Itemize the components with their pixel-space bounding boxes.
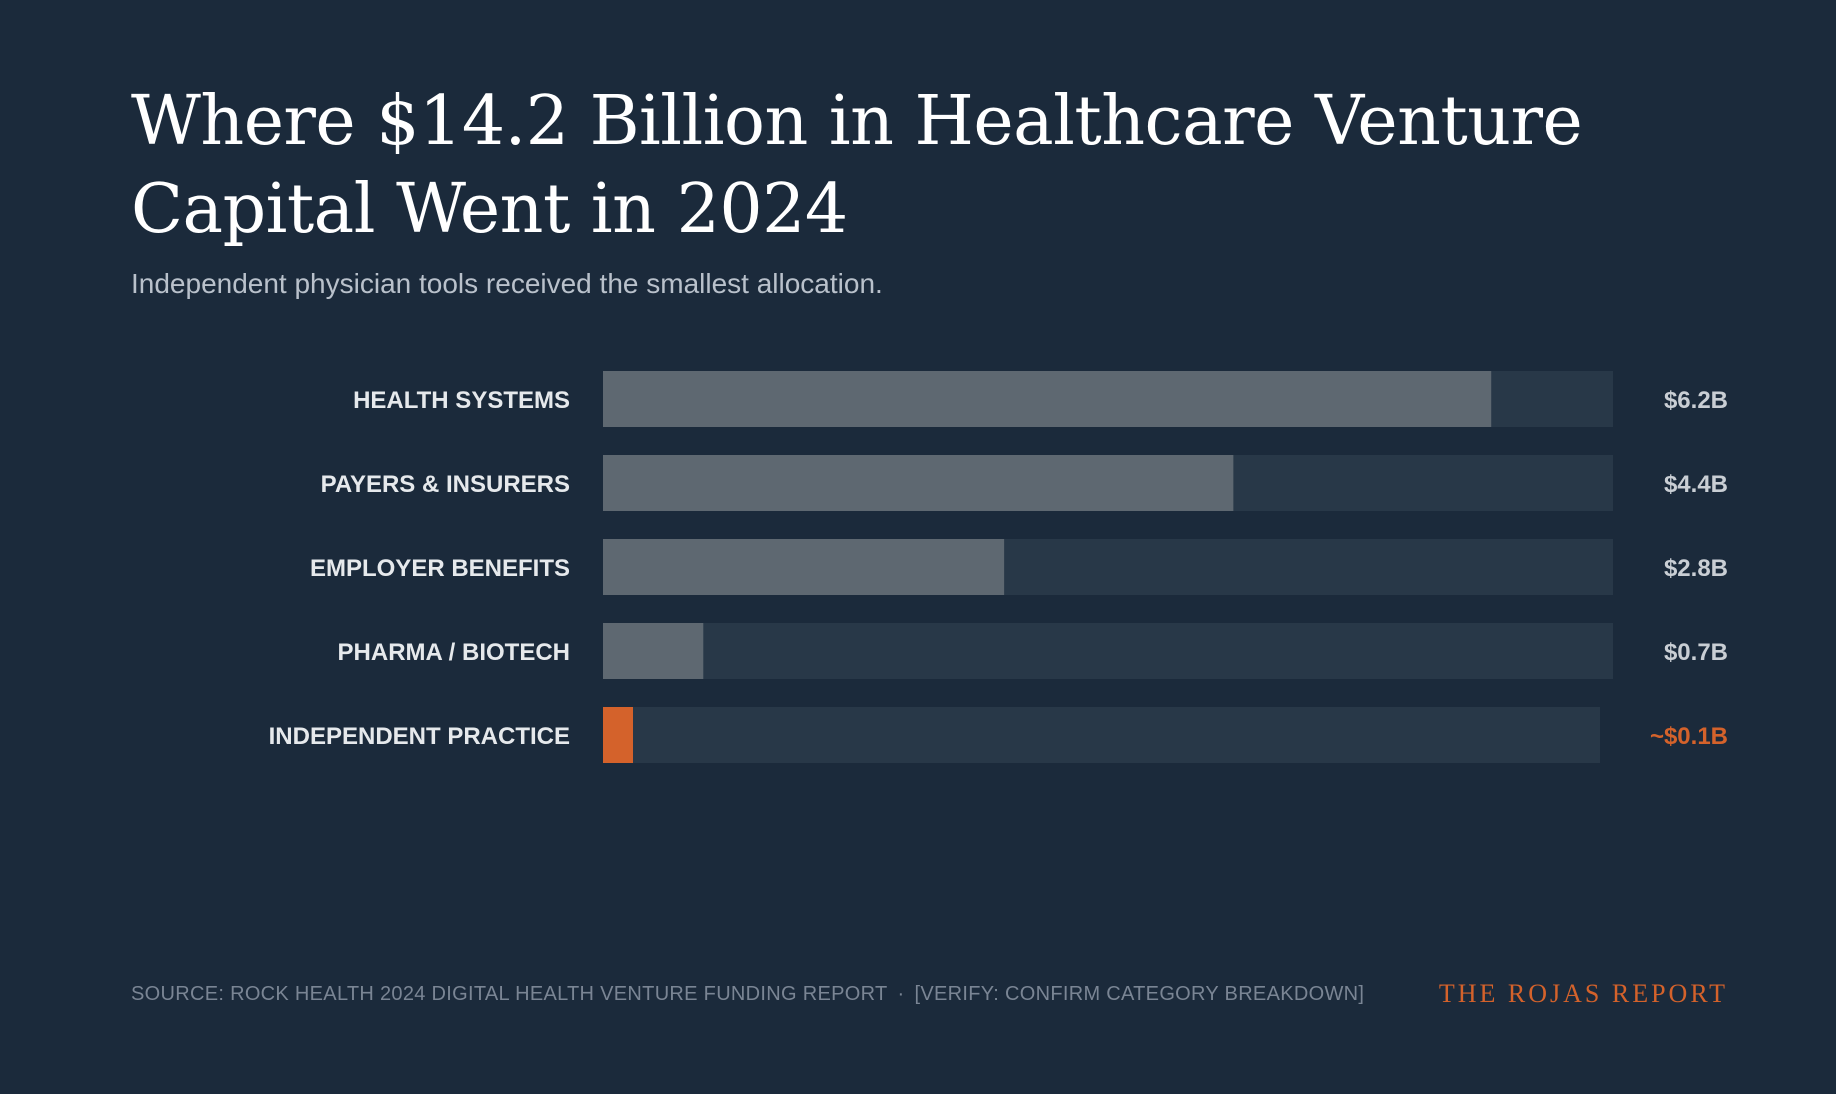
category-label: EMPLOYER BENEFITS bbox=[310, 555, 570, 582]
category-label: PHARMA / BIOTECH bbox=[338, 639, 570, 666]
bar-track bbox=[603, 707, 1600, 763]
bar-pharma-biotech bbox=[603, 623, 704, 679]
bar-row-payers-insurers: PAYERS & INSURERS $4.4B bbox=[321, 455, 1728, 511]
verify-note: [VERIFY: CONFIRM CATEGORY BREAKDOWN] bbox=[914, 983, 1365, 1005]
source-note: SOURCE: ROCK HEALTH 2024 DIGITAL HEALTH … bbox=[131, 981, 1364, 1007]
bar-row-health-systems: HEALTH SYSTEMS $6.2B bbox=[353, 371, 1728, 427]
source-text: SOURCE: ROCK HEALTH 2024 DIGITAL HEALTH … bbox=[131, 983, 888, 1005]
chart-title: Where $14.2 Billion in Healthcare Ventur… bbox=[131, 82, 1583, 249]
value-label: ~$0.1B bbox=[1650, 723, 1728, 750]
category-label: HEALTH SYSTEMS bbox=[353, 387, 570, 414]
bar-independent-practice bbox=[603, 707, 633, 763]
value-label: $4.4B bbox=[1664, 471, 1728, 498]
footer-separator: · bbox=[897, 983, 905, 1005]
bar-track bbox=[603, 623, 1613, 679]
bar-employer-benefits bbox=[603, 539, 1005, 595]
bar-row-employer-benefits: EMPLOYER BENEFITS $2.8B bbox=[310, 539, 1728, 595]
bar-row-pharma-biotech: PHARMA / BIOTECH $0.7B bbox=[338, 623, 1728, 679]
value-label: $2.8B bbox=[1664, 555, 1728, 582]
value-label: $0.7B bbox=[1664, 639, 1728, 666]
value-label: $6.2B bbox=[1664, 387, 1728, 414]
bar-payers-insurers bbox=[603, 455, 1234, 511]
bar-row-independent-practice: INDEPENDENT PRACTICE ~$0.1B bbox=[269, 707, 1728, 763]
chart-subtitle: Independent physician tools received the… bbox=[131, 268, 883, 299]
category-label: PAYERS & INSURERS bbox=[321, 471, 570, 498]
bar-health-systems bbox=[603, 371, 1492, 427]
category-label: INDEPENDENT PRACTICE bbox=[269, 723, 570, 750]
brand-wordmark: THE ROJAS REPORT bbox=[1438, 979, 1728, 1008]
